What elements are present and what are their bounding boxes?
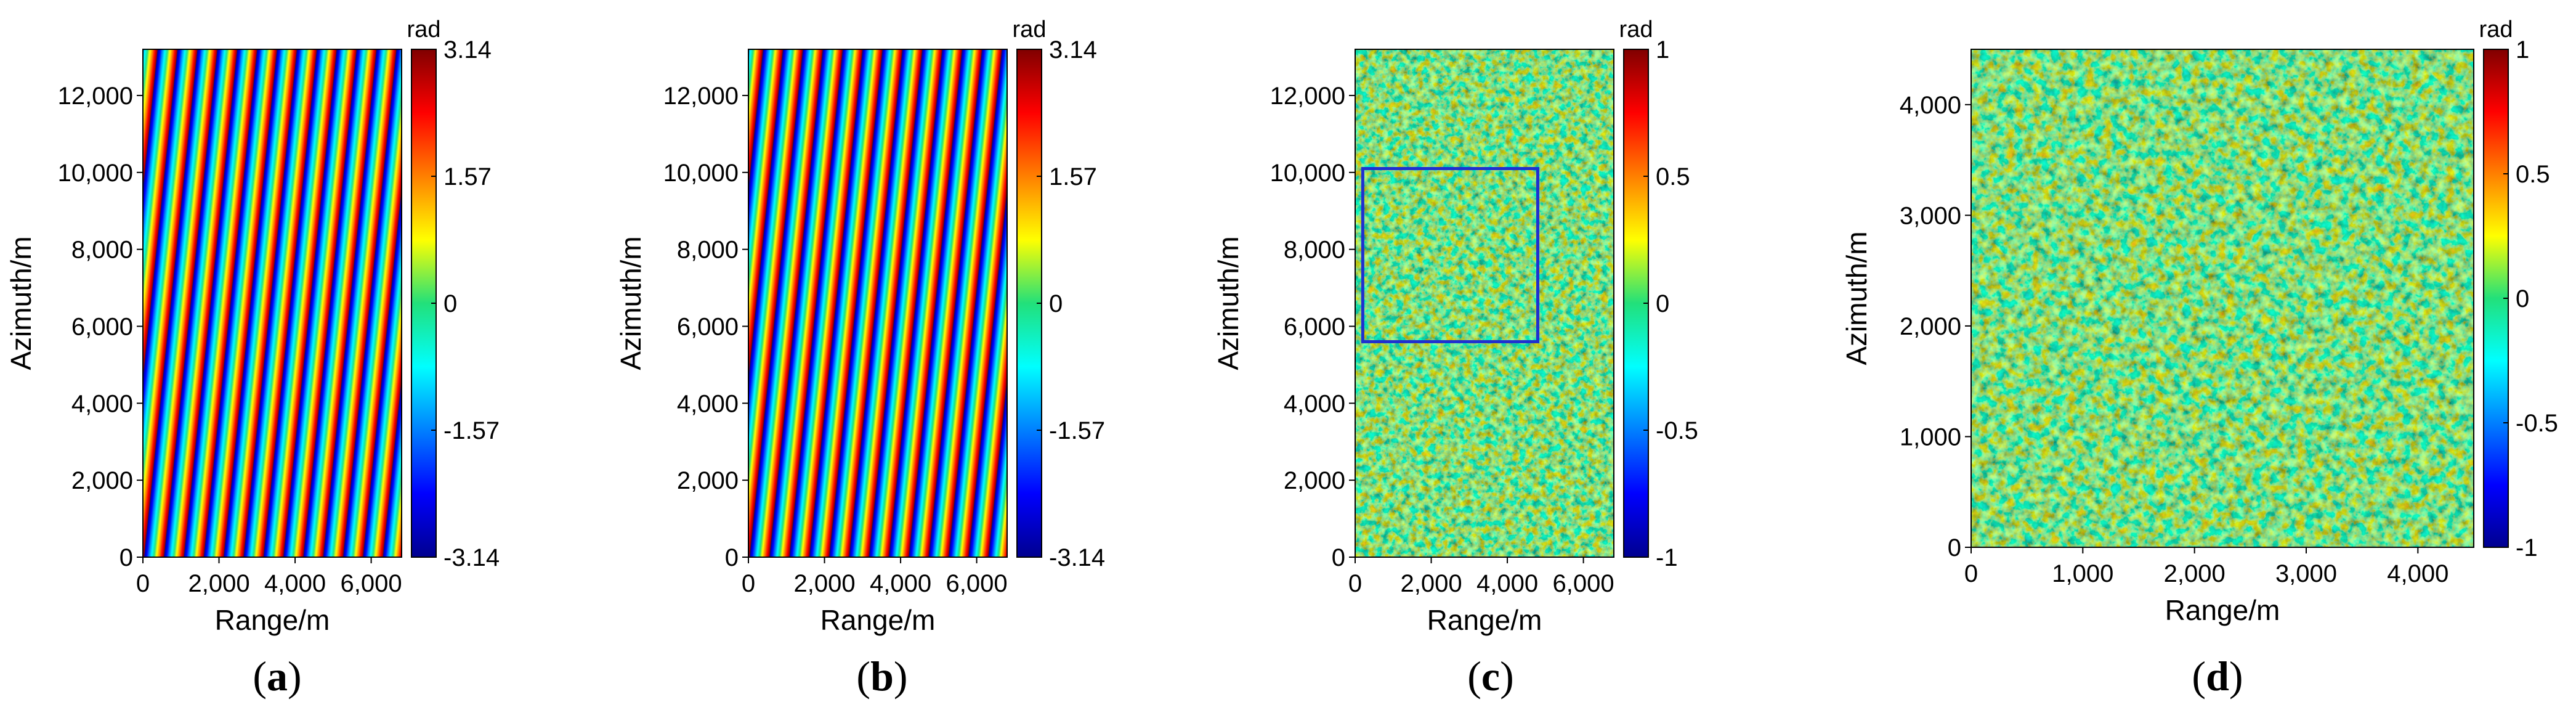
colorbar-tick-label: -1.57 [1049, 417, 1105, 444]
colorbar-tick-label: 3.14 [444, 36, 492, 63]
x-tick-label: 2,000 [2164, 560, 2226, 587]
x-tick-label: 4,000 [264, 570, 326, 597]
x-tick-label: 6,000 [1553, 570, 1614, 597]
y-tick-label: 12,000 [58, 83, 133, 110]
colorbar-unit: rad [407, 17, 441, 43]
panel-c: 0 2,000 4,000 6,000 0 2,000 4,000 6,000 8,000 10,… [1212, 17, 1698, 700]
colorbar-tick-label: -0.5 [2516, 410, 2558, 437]
y-axis-label: Azimuth/m [5, 236, 37, 370]
panel-caption: (c) [1467, 653, 1514, 700]
x-tick-label: 2,000 [188, 570, 249, 597]
y-tick-label: 4,000 [1284, 390, 1345, 417]
y-tick-label: 2,000 [677, 467, 739, 494]
panel-d: 0 1,000 2,000 3,000 4,000 0 1,000 2,000 3,000 4,0… [1841, 17, 2558, 700]
colorbar-tick-label: -1.57 [444, 417, 500, 444]
y-tick-label: 8,000 [677, 237, 739, 264]
colorbar-tick-label: 0 [1049, 290, 1063, 317]
panel-a: 0 2,000 4,000 6,000 0 2,000 4,000 6,000 8,000 10,… [5, 17, 500, 700]
panel-caption: (b) [856, 653, 907, 700]
x-axis-label: Range/m [215, 604, 330, 636]
colorbar-tick-label: 0.5 [1656, 163, 1690, 190]
colorbar-tick-label: 1.57 [1049, 163, 1097, 190]
roi-box [1361, 167, 1539, 343]
colorbar-tick-label: -1 [1656, 544, 1678, 571]
colorbar-unit: rad [2479, 17, 2513, 43]
panel-caption: (a) [253, 653, 301, 700]
y-tick-label: 12,000 [1270, 83, 1345, 110]
colorbar-tick-label: -3.14 [1049, 544, 1105, 571]
colorbar-tick-label: 0 [1656, 290, 1669, 317]
x-axis-label: Range/m [2165, 594, 2280, 626]
x-tick-label: 6,000 [946, 570, 1008, 597]
plot-frame [748, 49, 1008, 558]
colorbar-tick-label: -3.14 [444, 544, 500, 571]
x-tick-label: 6,000 [341, 570, 402, 597]
colorbar-tick-label: 1 [1656, 36, 1669, 63]
colorbar-tick-label: 0 [2516, 285, 2529, 312]
panel-b: 0 2,000 4,000 6,000 0 2,000 4,000 6,000 8,000 10,… [615, 17, 1105, 700]
plot-frame [1970, 49, 2474, 548]
x-tick-label: 0 [136, 570, 150, 597]
y-tick-label: 12,000 [663, 83, 739, 110]
y-tick-label: 8,000 [1284, 237, 1345, 264]
colorbar-unit: rad [1013, 17, 1047, 43]
plot-frame [142, 49, 402, 558]
colorbar-tick-label: 1.57 [444, 163, 492, 190]
y-tick-label: 4,000 [1900, 92, 1961, 119]
y-tick-label: 10,000 [663, 160, 739, 187]
plot-frame [1355, 49, 1614, 558]
phase-image [748, 49, 1007, 557]
y-tick-label: 2,000 [1284, 467, 1345, 494]
colorbar-unit: rad [1619, 17, 1653, 43]
y-tick-label: 8,000 [71, 237, 133, 264]
colorbar-tick-label: 0.5 [2516, 161, 2550, 188]
y-tick-label: 10,000 [58, 160, 133, 187]
y-tick-label: 2,000 [71, 467, 133, 494]
colorbar-tick-label: 0 [444, 290, 457, 317]
x-tick-label: 0 [1964, 560, 1978, 587]
y-tick-label: 10,000 [1270, 160, 1345, 187]
x-axis-label: Range/m [820, 604, 936, 636]
x-tick-label: 3,000 [2275, 560, 2337, 587]
x-tick-label: 0 [742, 570, 755, 597]
y-tick-label: 6,000 [677, 313, 739, 340]
y-tick-label: 3,000 [1900, 202, 1961, 229]
y-axis-label: Azimuth/m [1841, 231, 1873, 365]
y-axis-label: Azimuth/m [1212, 236, 1244, 370]
y-tick-label: 6,000 [71, 313, 133, 340]
colorbar-tick-label: 1 [2516, 36, 2529, 63]
x-tick-label: 2,000 [793, 570, 855, 597]
y-tick-label: 0 [1948, 534, 1961, 561]
y-axis-label: Azimuth/m [615, 236, 647, 370]
x-tick-label: 2,000 [1400, 570, 1462, 597]
x-axis-label: Range/m [1427, 604, 1542, 636]
colorbar-tick-label: -1 [2516, 534, 2538, 561]
y-tick-label: 4,000 [71, 390, 133, 417]
y-tick-label: 0 [725, 544, 739, 571]
y-tick-label: 6,000 [1284, 313, 1345, 340]
x-tick-label: 0 [1348, 570, 1362, 597]
colorbar-tick-label: 3.14 [1049, 36, 1097, 63]
x-tick-label: 4,000 [1476, 570, 1538, 597]
y-tick-label: 0 [119, 544, 133, 571]
x-tick-label: 1,000 [2052, 560, 2113, 587]
y-tick-label: 0 [1332, 544, 1345, 571]
x-tick-label: 4,000 [870, 570, 931, 597]
x-tick-label: 4,000 [2387, 560, 2448, 587]
colorbar-tick-label: -0.5 [1656, 417, 1698, 444]
phase-image [143, 49, 402, 557]
y-tick-label: 1,000 [1900, 423, 1961, 451]
y-tick-label: 2,000 [1900, 313, 1961, 340]
y-tick-label: 4,000 [677, 390, 739, 417]
panel-caption: (d) [2192, 653, 2243, 700]
